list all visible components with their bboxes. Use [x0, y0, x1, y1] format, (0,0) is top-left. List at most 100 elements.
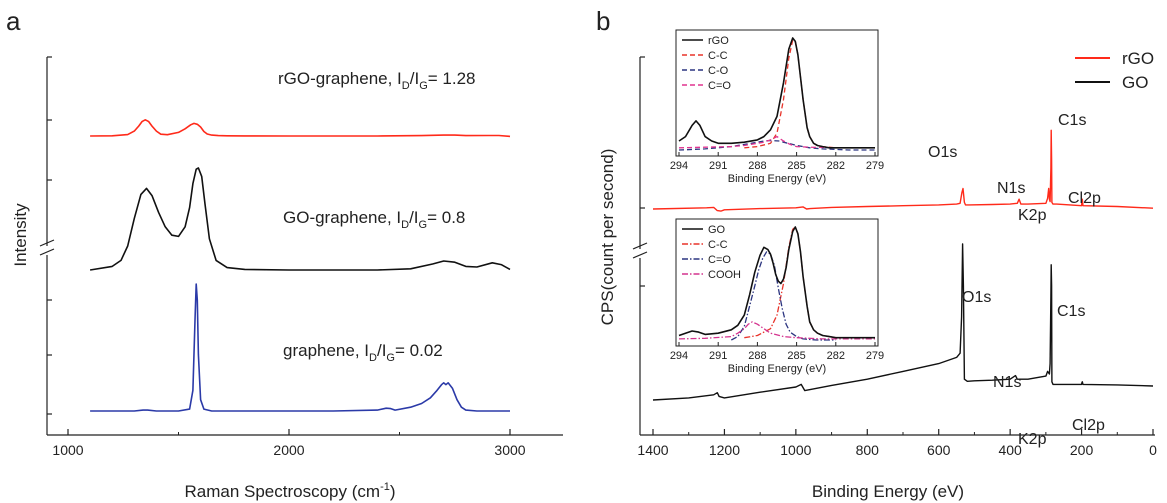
inset-rgo-frame	[675, 29, 879, 157]
raman-annotation-rGO-graphene: rGO-graphene, ID/IG= 1.28	[278, 69, 476, 92]
xps-peak-label-GO-C1s: C1s	[1057, 303, 1085, 320]
xps-survey-chart: 1400 1200 1000 800 600 400 200 0 O1s N1s C1s Cl2p K…	[598, 49, 1157, 501]
inset-rgo-x-tick-label: 279	[866, 160, 884, 172]
xps-x-tick-label: 1200	[709, 442, 740, 458]
inset-go-series-line-COOH	[678, 321, 875, 340]
inset-rgo-legend-label-C=O: C=O	[708, 80, 731, 92]
inset-go-legend-label-COOH: COOH	[708, 269, 741, 281]
xps-x-tick-label: 1400	[637, 442, 668, 458]
xps-axis-break-mark	[632, 242, 648, 250]
inset-rgo-legend-label-C-O: C-O	[708, 65, 729, 77]
annotation-text: /I	[409, 208, 418, 227]
annotation-text: = 1.28	[428, 69, 476, 88]
raman-series-line-rGO-graphene	[90, 119, 511, 138]
annotation-subscript: G	[419, 219, 428, 231]
xps-legend-label-rGO: rGO	[1122, 49, 1154, 68]
xps-peak-label-rGO-O1s: O1s	[928, 144, 957, 161]
raman-series-line-graphene	[90, 283, 510, 412]
annotation-text: rGO-graphene, I	[278, 69, 402, 88]
inset-rgo-legend-label-C-C: C-C	[708, 50, 728, 62]
annotation-text: = 0.8	[427, 208, 465, 227]
inset-rgo-x-tick-label: 288	[748, 160, 766, 172]
inset-go-x-tick-label: 279	[866, 350, 884, 362]
inset-go-x-tick-label: 285	[787, 350, 805, 362]
annotation-text: graphene, I	[283, 341, 369, 360]
raman-annotation-GO-graphene: GO-graphene, ID/IG= 0.8	[283, 208, 465, 231]
inset-go-series-line-GO	[678, 226, 875, 339]
xps-x-tick-label: 800	[856, 442, 880, 458]
inset-rgo-series-line-C-O	[678, 139, 875, 151]
xps-x-axis-label: Binding Energy (eV)	[812, 482, 964, 501]
annotation-subscript: G	[386, 352, 395, 364]
raman-x-tick-label: 2000	[273, 442, 304, 458]
inset-go-legend-label-C-C: C-C	[708, 239, 728, 251]
annotation-text: /I	[377, 341, 386, 360]
xps-y-axis-label: CPS(count per second)	[598, 149, 617, 326]
xps-peak-label-GO-N1s: N1s	[993, 374, 1021, 391]
raman-chart: 1000 2000 3000 rGO-graphene, ID/IG= 1.28GO…	[11, 56, 563, 501]
raman-x-axis-label: Raman Spectroscopy (cm-1)	[184, 481, 395, 501]
xps-axes-frame	[632, 57, 1155, 436]
inset-rgo-x-axis-label: Binding Energy (eV)	[728, 173, 826, 185]
inset-rgo-legend-label-rGO: rGO	[708, 35, 729, 47]
raman-x-tick-label: 1000	[52, 442, 83, 458]
xps-x-tick-label: 1000	[780, 442, 811, 458]
xps-legend: rGO GO	[1075, 49, 1154, 92]
xps-peak-label-rGO-Cl2p: Cl2p	[1068, 190, 1101, 207]
xps-peak-label-GO-O1s: O1s	[962, 289, 991, 306]
raman-y-axis-label: Intensity	[11, 203, 30, 267]
xps-peak-label-rGO-N1s: N1s	[997, 180, 1025, 197]
xps-x-tick-label: 600	[927, 442, 951, 458]
xps-series-line-GO	[652, 243, 1154, 401]
annotation-text: /I	[410, 69, 419, 88]
xps-x-tick-label: 400	[998, 442, 1022, 458]
annotation-subscript: G	[419, 80, 428, 92]
annotation-subscript: D	[369, 352, 377, 364]
panel-letter-a: a	[6, 6, 21, 36]
inset-go-legend-label-GO: GO	[708, 224, 726, 236]
xps-c1s-go-inset: 294 291 288 285 282 279 Binding Energy (eV) GO C…	[670, 218, 884, 375]
annotation-text: = 0.02	[395, 341, 443, 360]
annotation-text: GO-graphene, I	[283, 208, 401, 227]
inset-go-x-tick-label: 288	[748, 350, 766, 362]
raman-x-axis-label-main: Raman Spectroscopy (cm	[184, 482, 380, 501]
xps-x-tick-label: 200	[1070, 442, 1094, 458]
raman-x-axis-label-close: )	[390, 482, 396, 501]
raman-x-tick-label: 3000	[494, 442, 525, 458]
xps-series	[652, 129, 1154, 401]
xps-peak-label-GO-Cl2p: Cl2p	[1072, 417, 1105, 434]
inset-rgo-series-line-C=O	[678, 135, 875, 149]
xps-peak-label-GO-K2p: K2p	[1018, 431, 1047, 448]
xps-ticks: 1400 1200 1000 800 600 400 200 0	[637, 56, 1157, 458]
raman-series	[89, 119, 511, 412]
xps-c1s-rgo-inset: 294 291 288 285 282 279 Binding Energy (eV) rGO…	[670, 29, 884, 185]
inset-rgo-x-tick-label: 291	[709, 160, 727, 172]
annotation-subscript: D	[402, 80, 410, 92]
inset-rgo-x-tick-label: 294	[670, 160, 688, 172]
xps-series-line-rGO	[652, 129, 1154, 212]
inset-rgo-x-tick-label: 282	[827, 160, 845, 172]
inset-go-legend-label-C=O: C=O	[708, 254, 731, 266]
annotation-subscript: D	[401, 219, 409, 231]
xps-axis-break-mark	[632, 251, 648, 259]
xps-legend-label-GO: GO	[1122, 73, 1148, 92]
inset-go-x-axis-label: Binding Energy (eV)	[728, 363, 826, 375]
panel-letter-b: b	[596, 6, 610, 36]
inset-rgo-x-tick-label: 285	[787, 160, 805, 172]
raman-x-axis-label-sup: -1	[380, 481, 390, 493]
raman-ticks: 1000 2000 3000	[47, 56, 526, 458]
xps-peak-label-rGO-K2p: K2p	[1018, 207, 1047, 224]
raman-annotation-graphene: graphene, ID/IG= 0.02	[283, 341, 443, 364]
inset-go-x-tick-label: 282	[827, 350, 845, 362]
raman-series-line-GO-graphene	[89, 167, 511, 271]
raman-axis-break-mark	[39, 248, 55, 256]
raman-axis-break-mark	[39, 239, 55, 247]
inset-rgo-series-line-rGO	[678, 37, 875, 149]
xps-peak-label-rGO-C1s: C1s	[1058, 112, 1086, 129]
inset-go-x-tick-label: 291	[709, 350, 727, 362]
raman-axes-frame	[39, 57, 563, 436]
inset-go-x-tick-label: 294	[670, 350, 688, 362]
xps-peak-labels: O1s N1s C1s Cl2p K2p O1s N1s C1s Cl2p K2p	[928, 112, 1105, 448]
